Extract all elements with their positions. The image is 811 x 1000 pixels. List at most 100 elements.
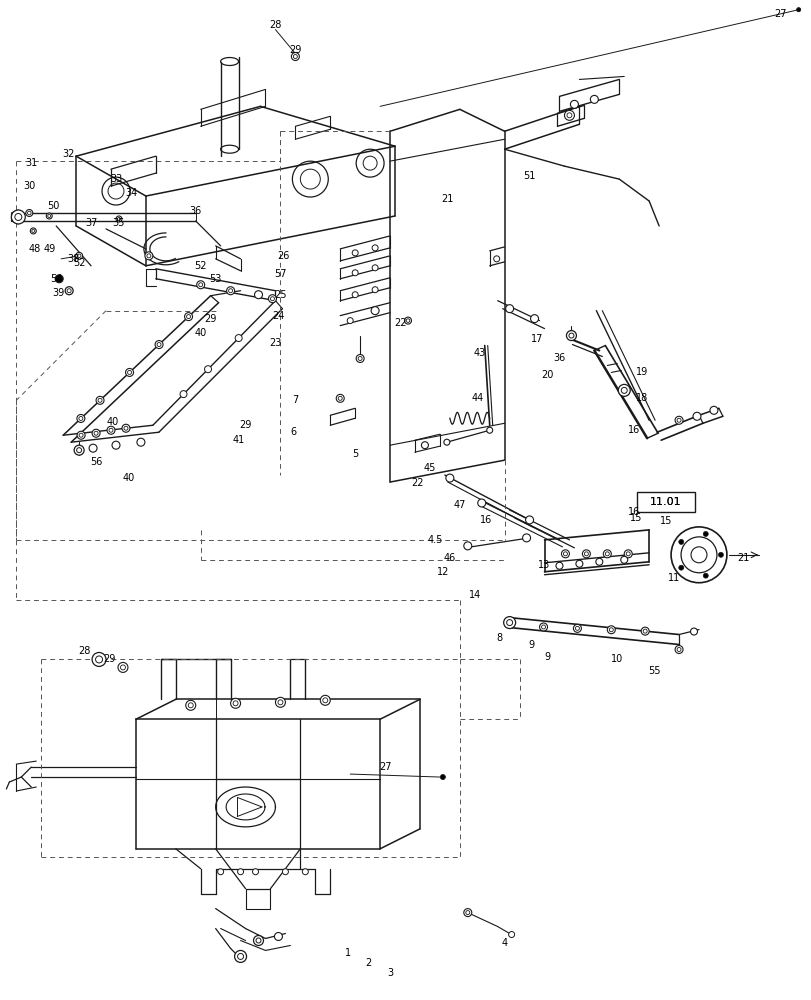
Circle shape — [196, 281, 204, 289]
Text: 36: 36 — [189, 206, 202, 216]
Text: 12: 12 — [436, 567, 448, 577]
Text: 36: 36 — [552, 353, 565, 363]
Circle shape — [11, 210, 25, 224]
Circle shape — [253, 936, 263, 945]
Circle shape — [336, 394, 344, 402]
Circle shape — [709, 406, 717, 414]
Text: 50: 50 — [47, 201, 59, 211]
Circle shape — [463, 909, 471, 917]
Circle shape — [77, 414, 85, 422]
Text: 32: 32 — [62, 149, 75, 159]
Text: 38: 38 — [67, 254, 79, 264]
Circle shape — [356, 354, 363, 362]
Circle shape — [796, 8, 800, 12]
Circle shape — [670, 527, 726, 583]
Circle shape — [371, 307, 379, 315]
Circle shape — [505, 305, 513, 313]
Circle shape — [530, 315, 538, 323]
Circle shape — [678, 539, 683, 544]
Text: 25: 25 — [274, 290, 286, 300]
Text: 35: 35 — [113, 218, 125, 228]
Circle shape — [184, 313, 192, 321]
Text: 20: 20 — [541, 370, 553, 380]
Circle shape — [30, 228, 36, 234]
Text: 52: 52 — [73, 258, 85, 268]
Circle shape — [155, 341, 163, 349]
Text: 11: 11 — [667, 573, 680, 583]
Circle shape — [718, 552, 723, 557]
Circle shape — [692, 412, 700, 420]
Text: 22: 22 — [411, 478, 423, 488]
Circle shape — [137, 438, 144, 446]
Circle shape — [503, 617, 515, 629]
Circle shape — [463, 542, 471, 550]
Text: 16: 16 — [628, 425, 640, 435]
Circle shape — [477, 499, 485, 507]
Text: 48: 48 — [28, 244, 41, 254]
Text: 40: 40 — [195, 328, 207, 338]
Circle shape — [254, 291, 262, 299]
Circle shape — [116, 216, 122, 222]
Text: 19: 19 — [635, 367, 647, 377]
Circle shape — [522, 534, 530, 542]
Circle shape — [564, 110, 573, 120]
Text: 1: 1 — [345, 948, 351, 958]
Text: 41: 41 — [232, 435, 244, 445]
Circle shape — [204, 366, 211, 373]
Text: 26: 26 — [277, 251, 290, 261]
Circle shape — [89, 444, 97, 452]
Text: 29: 29 — [103, 654, 115, 664]
Text: 27: 27 — [774, 9, 786, 19]
Text: 56: 56 — [90, 457, 102, 467]
Text: 22: 22 — [393, 318, 406, 328]
Circle shape — [560, 550, 569, 558]
Text: 57: 57 — [274, 269, 286, 279]
Text: 30: 30 — [24, 181, 36, 191]
Circle shape — [92, 652, 106, 666]
Circle shape — [282, 869, 288, 875]
Circle shape — [96, 396, 104, 404]
Circle shape — [320, 695, 330, 705]
Circle shape — [234, 950, 247, 962]
Circle shape — [371, 265, 378, 271]
Circle shape — [74, 445, 84, 455]
Circle shape — [702, 573, 707, 578]
Bar — [637, 492, 694, 512]
Text: 14: 14 — [468, 590, 480, 600]
Text: 11.01: 11.01 — [650, 497, 681, 507]
Circle shape — [302, 869, 308, 875]
Text: 15: 15 — [629, 513, 642, 523]
Circle shape — [603, 550, 611, 558]
Text: 17: 17 — [530, 334, 543, 344]
Circle shape — [92, 429, 100, 437]
Circle shape — [230, 698, 240, 708]
Circle shape — [444, 439, 449, 445]
Circle shape — [440, 775, 444, 780]
Text: 34: 34 — [125, 188, 137, 198]
Text: 5: 5 — [352, 449, 358, 459]
Circle shape — [674, 646, 682, 653]
Text: 54: 54 — [50, 274, 62, 284]
Text: 4.5: 4.5 — [427, 535, 442, 545]
Circle shape — [107, 426, 115, 434]
Circle shape — [186, 700, 195, 710]
Circle shape — [252, 869, 258, 875]
Text: 16: 16 — [479, 515, 491, 525]
Text: 40: 40 — [122, 473, 135, 483]
Circle shape — [235, 335, 242, 342]
Circle shape — [77, 431, 85, 439]
Circle shape — [352, 270, 358, 276]
Circle shape — [486, 427, 492, 433]
Circle shape — [590, 95, 598, 103]
Text: 4: 4 — [501, 938, 507, 948]
Circle shape — [641, 627, 648, 635]
Text: 6: 6 — [290, 427, 296, 437]
Circle shape — [607, 626, 615, 634]
Circle shape — [508, 932, 514, 937]
Circle shape — [126, 368, 133, 376]
Text: 3: 3 — [387, 968, 393, 978]
Text: 51: 51 — [523, 171, 535, 181]
Text: 9: 9 — [544, 652, 550, 662]
Circle shape — [404, 317, 411, 324]
Circle shape — [268, 295, 276, 303]
